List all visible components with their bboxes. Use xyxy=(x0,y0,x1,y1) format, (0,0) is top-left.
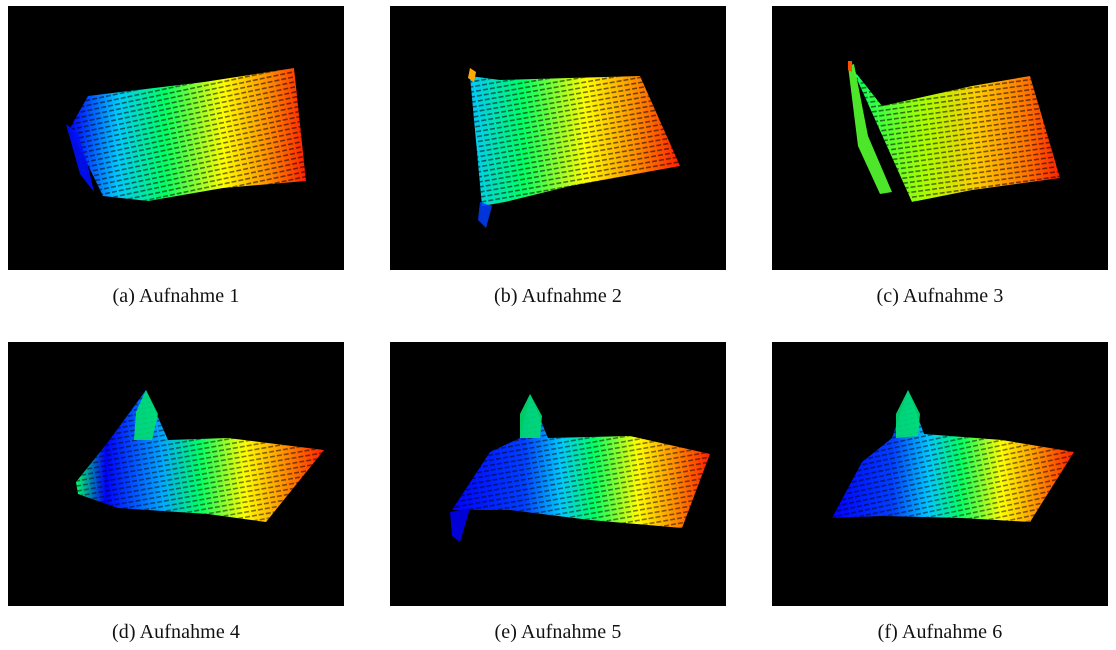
caption-f: (f) Aufnahme 6 xyxy=(877,621,1003,643)
caption-a: (a) Aufnahme 1 xyxy=(112,285,240,307)
point-cloud-render-5 xyxy=(450,394,710,542)
caption-d: (d) Aufnahme 4 xyxy=(111,621,241,643)
caption-c: (c) Aufnahme 3 xyxy=(876,285,1004,307)
caption-b: (b) Aufnahme 2 xyxy=(493,285,623,307)
point-cloud-image-1 xyxy=(8,6,344,270)
point-cloud-image-6 xyxy=(772,342,1108,606)
point-cloud-image-5 xyxy=(390,342,726,606)
point-cloud-render-2 xyxy=(468,68,680,228)
point-cloud-image-2 xyxy=(390,6,726,270)
point-cloud-render-4 xyxy=(76,390,324,522)
point-cloud-render-1 xyxy=(66,68,306,201)
point-cloud-image-3 xyxy=(772,6,1108,270)
point-cloud-render-3 xyxy=(848,61,1060,202)
point-cloud-image-4 xyxy=(8,342,344,606)
point-cloud-render-6 xyxy=(832,390,1074,522)
caption-e: (e) Aufnahme 5 xyxy=(494,621,622,643)
